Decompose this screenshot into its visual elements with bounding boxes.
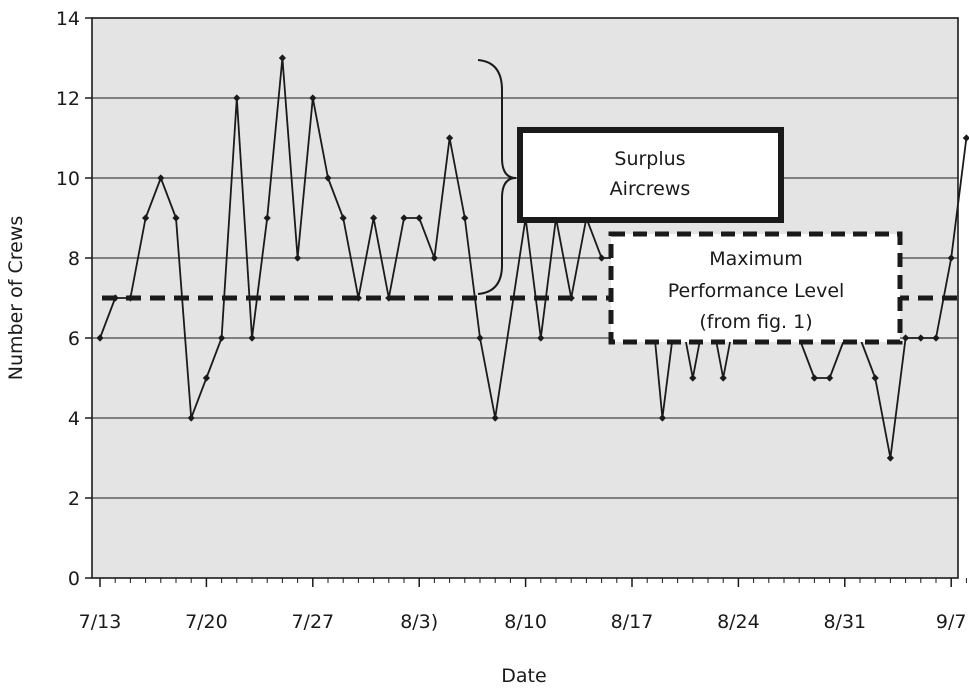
data-point xyxy=(309,94,317,102)
data-point xyxy=(719,374,727,382)
surplus-label-line2: Aircrews xyxy=(610,178,691,200)
data-point xyxy=(871,374,879,382)
data-point xyxy=(476,334,484,342)
x-axis-ticks: 7/13 7/20 7/27 8/3) 8/10 8/17 8/24 8/31 9/7 xyxy=(79,578,967,633)
surplus-aircrews-box xyxy=(517,127,784,223)
data-point xyxy=(142,214,150,222)
data-point xyxy=(917,334,925,342)
data-point xyxy=(947,254,955,262)
data-point xyxy=(932,334,940,342)
max-performance-label-line1: Maximum xyxy=(709,248,803,270)
max-performance-box xyxy=(608,231,903,345)
data-point xyxy=(810,374,818,382)
data-point xyxy=(157,174,165,182)
y-tick-label: 2 xyxy=(68,488,80,510)
y-tick-label: 14 xyxy=(56,8,80,30)
x-axis-title: Date xyxy=(501,665,546,687)
data-point xyxy=(461,214,469,222)
x-tick-label: 8/17 xyxy=(611,611,654,633)
x-tick-label: 7/20 xyxy=(185,611,228,633)
x-tick-label: 8/31 xyxy=(823,611,866,633)
data-point xyxy=(446,134,454,142)
data-point xyxy=(886,454,894,462)
max-performance-label-line3: (from fig. 1) xyxy=(699,311,812,333)
y-tick-label: 10 xyxy=(56,168,80,190)
data-point xyxy=(172,214,180,222)
data-point xyxy=(689,374,697,382)
x-tick-label: 7/27 xyxy=(291,611,334,633)
data-point xyxy=(187,414,195,422)
data-point xyxy=(902,334,910,342)
data-point xyxy=(324,174,332,182)
data-point xyxy=(491,414,499,422)
data-point xyxy=(370,214,378,222)
data-point xyxy=(415,214,423,222)
data-point xyxy=(248,334,256,342)
data-point xyxy=(233,94,241,102)
x-tick-label: 7/13 xyxy=(79,611,122,633)
surplus-brace xyxy=(477,59,517,295)
max-performance-label-line2: Performance Level xyxy=(668,280,845,302)
data-point xyxy=(339,214,347,222)
x-tick-label: 8/3) xyxy=(400,611,438,633)
data-point xyxy=(218,334,226,342)
data-point xyxy=(826,374,834,382)
x-tick-label: 9/7 xyxy=(936,611,967,633)
series-line xyxy=(99,57,968,459)
y-tick-label: 4 xyxy=(68,408,80,430)
x-tick-label: 8/24 xyxy=(717,611,760,633)
data-point xyxy=(400,214,408,222)
y-tick-label: 12 xyxy=(56,88,80,110)
y-axis-ticks: 0 2 4 6 8 10 12 14 xyxy=(56,8,92,590)
y-axis-title: Number of Crews xyxy=(5,216,27,381)
y-tick-label: 6 xyxy=(68,328,80,350)
x-tick-label: 8/10 xyxy=(504,611,547,633)
data-point xyxy=(430,254,438,262)
data-point xyxy=(962,134,969,142)
data-point xyxy=(263,214,271,222)
data-point xyxy=(598,254,606,262)
data-point xyxy=(96,334,104,342)
data-point xyxy=(537,334,545,342)
y-tick-label: 0 xyxy=(68,568,80,590)
data-point xyxy=(294,254,302,262)
data-point xyxy=(658,414,666,422)
y-tick-label: 8 xyxy=(68,248,80,270)
data-point xyxy=(278,54,286,62)
data-point xyxy=(202,374,210,382)
surplus-label-line1: Surplus xyxy=(614,148,685,170)
